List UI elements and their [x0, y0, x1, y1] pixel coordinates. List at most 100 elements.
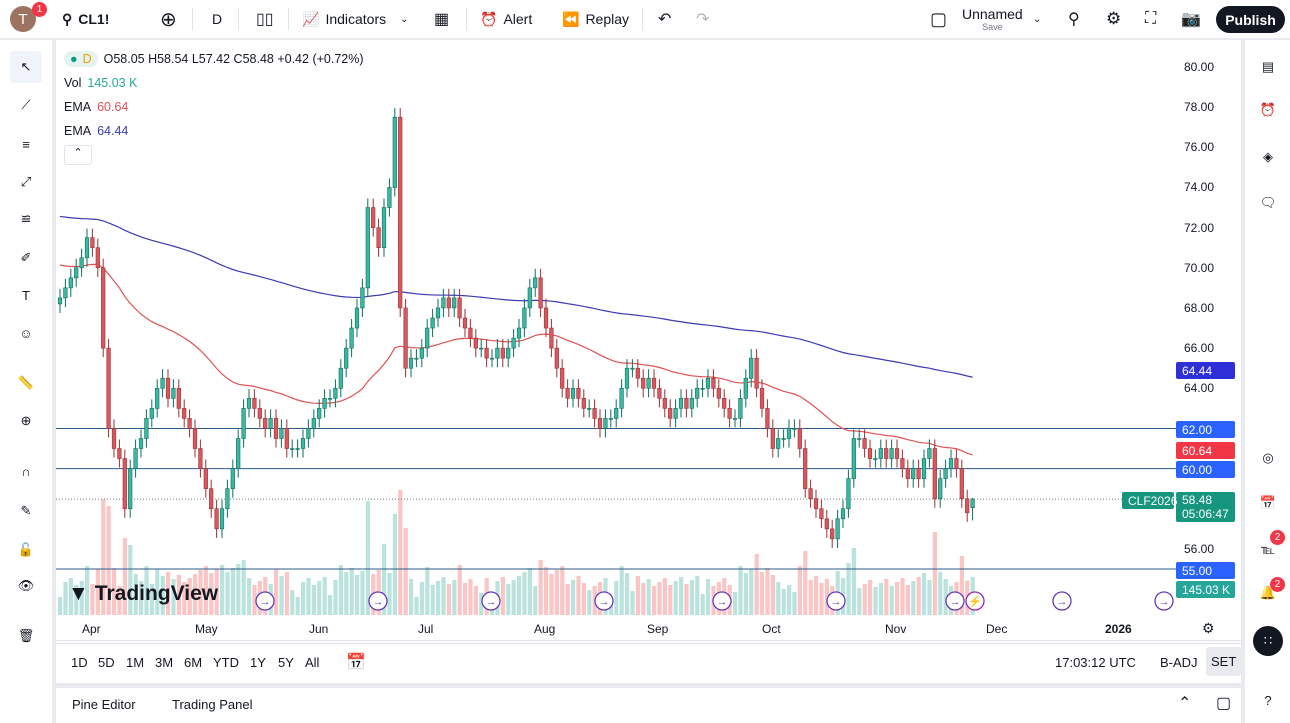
event-marker-icon[interactable]	[965, 591, 985, 611]
range-button-5y[interactable]: 5Y	[278, 655, 294, 670]
help-icon[interactable]: ?	[1264, 692, 1272, 708]
candle-body	[333, 387, 338, 399]
text-icon[interactable]: T	[22, 287, 30, 303]
alerts-clock-icon[interactable]: ⏰	[1259, 102, 1277, 117]
range-button-6m[interactable]: 6M	[184, 655, 203, 670]
watchlist-icon[interactable]: ▤	[1261, 59, 1275, 74]
apps-icon[interactable]: ∷	[1253, 626, 1283, 656]
camera-icon[interactable]: 📷	[1181, 11, 1201, 28]
price-tick: 70.00	[1184, 260, 1215, 275]
candle-body	[732, 418, 738, 420]
eye-icon[interactable]: 👁	[17, 578, 35, 593]
replay-button[interactable]: ⏪ Replay	[562, 10, 630, 28]
quick-search-icon[interactable]: ⚲	[1068, 11, 1080, 28]
ema2-legend[interactable]: EMA 64.44	[64, 124, 129, 138]
ruler-icon[interactable]: 📏	[17, 375, 35, 390]
ema1-legend[interactable]: EMA 60.64	[64, 100, 129, 114]
templates-icon[interactable]: ▦	[434, 11, 450, 28]
range-button-3m[interactable]: 3M	[155, 655, 174, 670]
trash-icon[interactable]: 🗑	[17, 628, 35, 643]
volume-bar	[511, 580, 516, 615]
event-marker-icon[interactable]	[594, 591, 614, 611]
candle-body	[786, 428, 792, 439]
expand-panel-icon[interactable]: ⌃	[1178, 695, 1192, 712]
volume-bar	[457, 565, 462, 615]
undo-icon[interactable]: ↶	[658, 11, 672, 28]
session-toggle[interactable]: SET	[1206, 647, 1242, 676]
symbol-search[interactable]: ⚲ CL1!	[62, 10, 110, 28]
event-marker-icon[interactable]	[1154, 591, 1174, 611]
pattern-icon[interactable]: ⤢	[20, 174, 32, 189]
range-button-5d[interactable]: 5D	[98, 655, 115, 670]
event-marker-icon[interactable]	[368, 591, 388, 611]
fib-icon[interactable]: ≌	[20, 211, 32, 226]
event-marker-icon[interactable]	[712, 591, 732, 611]
volume-bar	[889, 586, 894, 615]
range-button-ytd[interactable]: YTD	[213, 655, 239, 670]
tab-trading-panel[interactable]: Trading Panel	[172, 697, 253, 712]
chart-pane[interactable]: → → → → → → → ⚡ → → ● D O58.05 H58.54 L57.42 C58.4…	[56, 40, 1242, 683]
ideas-stream-icon[interactable]: ℡	[1261, 542, 1275, 557]
volume-bar	[68, 578, 73, 615]
maximize-panel-icon[interactable]: ▢	[1216, 695, 1232, 712]
range-button-1m[interactable]: 1M	[126, 655, 145, 670]
interval-button[interactable]: D	[212, 11, 223, 27]
event-marker-icon[interactable]	[255, 591, 275, 611]
compare-add-icon[interactable]: ⊕	[160, 8, 177, 31]
b-adj-toggle[interactable]: B-ADJ	[1160, 655, 1198, 670]
collapse-legend-button[interactable]: ⌃	[64, 145, 92, 165]
event-marker-icon[interactable]	[826, 591, 846, 611]
settings-icon[interactable]: ⚙	[1106, 9, 1122, 28]
candle-body	[911, 468, 916, 479]
range-button-1d[interactable]: 1D	[71, 655, 88, 670]
emoji-icon[interactable]: ☺	[19, 325, 33, 341]
candle-body	[689, 398, 694, 409]
publish-button[interactable]: Publish	[1216, 6, 1285, 33]
brush-icon[interactable]: ✐	[20, 250, 32, 265]
candles-icon[interactable]: ▯▯	[256, 11, 274, 28]
volume-bar	[900, 578, 905, 615]
magnet-icon[interactable]: ∩	[21, 463, 31, 479]
target-icon[interactable]: ◎	[1262, 450, 1274, 465]
trend-line-icon[interactable]: ⟋	[21, 97, 31, 112]
price-tick: 56.00	[1184, 541, 1215, 556]
zoom-icon[interactable]: ⊕	[20, 413, 32, 428]
volume-bar	[117, 586, 122, 615]
candle-body	[495, 347, 500, 359]
horizontal-lines-icon[interactable]: ≡	[22, 136, 30, 152]
avatar[interactable]: T	[10, 6, 36, 32]
date-range-icon[interactable]: 📅	[346, 654, 366, 671]
clock-time[interactable]: 17:03:12 UTC	[1055, 655, 1136, 670]
layout-name[interactable]: Unnamed Save	[962, 6, 1023, 32]
tab-pine-editor[interactable]: Pine Editor	[72, 697, 136, 712]
volume-bar	[58, 597, 63, 615]
alert-button[interactable]: ⏰ Alert	[480, 10, 533, 28]
fullscreen-icon[interactable]: ⛶	[1145, 10, 1157, 27]
event-marker-icon[interactable]	[945, 591, 965, 611]
lock-drawing-icon[interactable]: ✎	[20, 503, 32, 518]
volume-bar	[792, 592, 797, 615]
volume-bar	[241, 560, 246, 615]
layout-icon[interactable]: ▢	[930, 8, 948, 29]
lock-icon[interactable]: 🔓	[17, 542, 35, 557]
layers-icon[interactable]: ◈	[1263, 149, 1273, 164]
volume-bar	[587, 590, 592, 615]
volume-bar	[873, 587, 878, 615]
indicators-button[interactable]: 📈 Indicators ⌄	[302, 10, 409, 28]
range-button-all[interactable]: All	[305, 655, 320, 670]
time-settings-icon[interactable]: ⚙	[1202, 620, 1215, 636]
volume-bar	[63, 582, 68, 615]
layout-chevron-icon[interactable]: ⌄	[1033, 13, 1042, 25]
event-marker-icon[interactable]	[481, 591, 501, 611]
volume-legend[interactable]: Vol 145.03 K	[64, 76, 138, 90]
range-button-1y[interactable]: 1Y	[250, 655, 266, 670]
cursor-icon[interactable]: ↖	[10, 51, 42, 83]
event-marker-icon[interactable]	[1052, 591, 1072, 611]
chat-icon[interactable]: 🗨	[1259, 195, 1277, 210]
volume-bar	[846, 563, 851, 615]
price-chart[interactable]: → → → → → → → ⚡ → →	[56, 40, 1241, 640]
volume-bar	[932, 532, 937, 615]
volume-bar	[360, 571, 365, 615]
redo-icon[interactable]: ↷	[696, 11, 710, 28]
calendar-icon[interactable]: 📅	[1259, 495, 1277, 510]
